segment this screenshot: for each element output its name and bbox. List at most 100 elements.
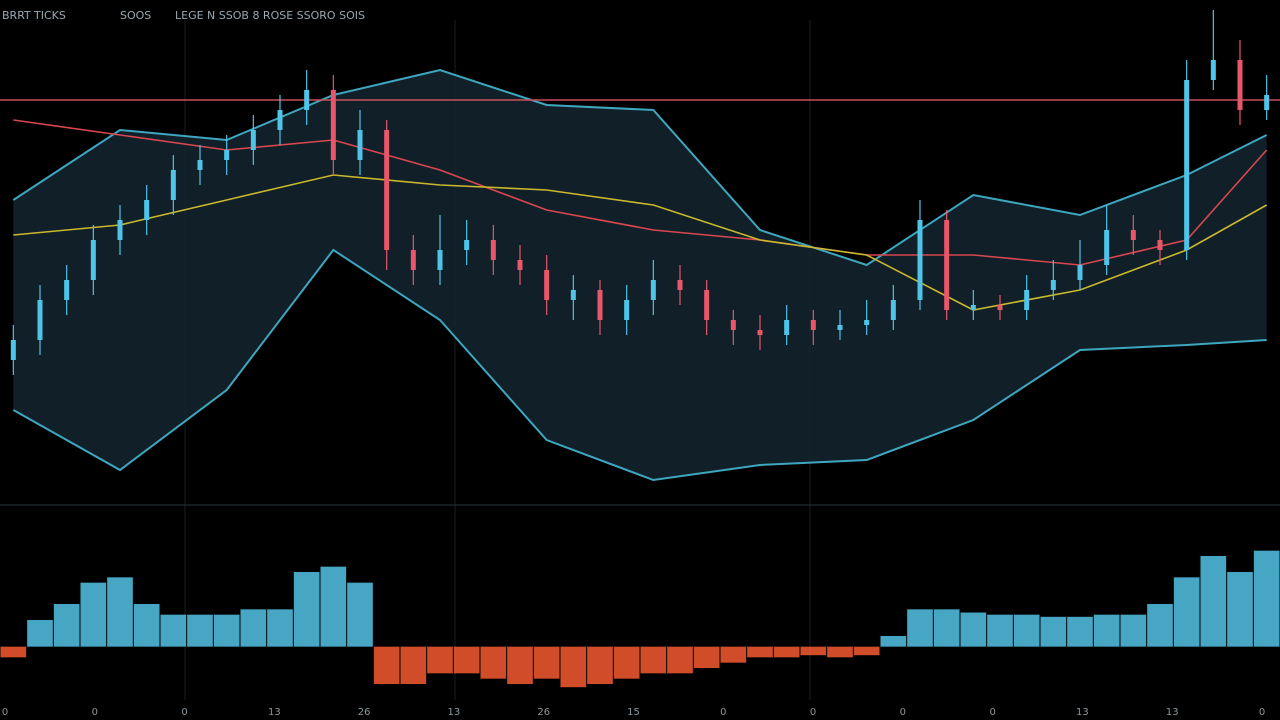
candle-body — [90, 240, 96, 280]
candle-body — [784, 320, 790, 335]
oscillator-panel — [0, 550, 1280, 688]
candle-body — [917, 220, 923, 300]
candle-body — [10, 340, 16, 360]
x-tick-label: 15 — [627, 707, 640, 718]
candle-body — [650, 280, 656, 300]
histogram-bar — [187, 614, 213, 647]
x-tick-label: 0 — [900, 707, 906, 718]
candle-body — [357, 130, 363, 160]
candle-body — [1077, 265, 1083, 280]
candle-body — [304, 90, 310, 110]
header-label: BRRT — [2, 9, 31, 22]
histogram-bar — [293, 572, 320, 647]
histogram-bar — [1147, 604, 1173, 647]
histogram-bar — [987, 614, 1013, 647]
histogram-bar — [1200, 556, 1227, 647]
histogram-bar — [533, 646, 560, 679]
candle-body — [864, 320, 870, 325]
histogram-bar — [1173, 577, 1200, 647]
histogram-bar — [267, 609, 293, 647]
candle-body — [464, 240, 470, 250]
x-tick-label: 13 — [1166, 707, 1179, 718]
histogram-bar — [773, 646, 800, 658]
histogram-bar — [933, 609, 960, 647]
candle-body — [890, 300, 896, 320]
x-tick-label: 0 — [181, 707, 187, 718]
candle-body — [64, 280, 70, 300]
header-label: SOOS — [120, 9, 151, 22]
x-tick-label: 26 — [358, 707, 371, 718]
price-panel — [0, 10, 1280, 482]
histogram-bar — [400, 646, 427, 684]
histogram-bar — [213, 614, 240, 647]
histogram-bar — [1093, 614, 1120, 647]
candle-body — [1104, 230, 1110, 265]
histogram-bar — [1120, 614, 1147, 647]
histogram-bar — [960, 612, 987, 647]
candle-body — [837, 325, 843, 330]
histogram-bar — [160, 614, 187, 647]
x-tick-label: 0 — [810, 707, 816, 718]
histogram-bar — [907, 609, 933, 647]
histogram-bar — [800, 646, 827, 656]
histogram-bar — [1227, 572, 1253, 647]
candle-body — [544, 270, 550, 300]
candle-body — [197, 160, 203, 170]
candle-body — [757, 330, 763, 335]
candle-body — [410, 250, 416, 270]
candle-body — [677, 280, 683, 290]
candle-body — [117, 220, 123, 240]
candle-body — [37, 300, 43, 340]
candle-body — [384, 130, 390, 250]
candle-body — [730, 320, 736, 330]
histogram-bar — [427, 646, 453, 674]
x-tick-label: 0 — [1259, 707, 1265, 718]
candle-body — [144, 200, 150, 220]
histogram-bar — [853, 646, 880, 656]
histogram-bar — [1013, 614, 1040, 647]
candle-body — [1024, 290, 1030, 310]
histogram-bar — [880, 636, 907, 647]
candle-body — [250, 130, 256, 150]
histogram-bar — [1253, 550, 1280, 647]
candle-body — [170, 170, 176, 200]
histogram-bar — [107, 577, 133, 647]
histogram-bar — [693, 646, 720, 668]
histogram-bar — [240, 609, 267, 647]
candle-body — [704, 290, 710, 320]
candle-body — [970, 305, 976, 310]
candle-body — [1050, 280, 1056, 290]
candle-body — [597, 290, 603, 320]
candle-body — [1130, 230, 1136, 240]
x-tick-label: 13 — [268, 707, 281, 718]
candle-body — [810, 320, 816, 330]
candle-body — [277, 110, 283, 130]
histogram-bar — [373, 646, 400, 684]
candle-body — [570, 290, 576, 300]
histogram-bar — [587, 646, 613, 684]
histogram-bar — [1040, 616, 1067, 647]
candle-body — [997, 305, 1003, 310]
histogram-bar — [320, 566, 347, 647]
candle-body — [224, 150, 230, 160]
candle-body — [624, 300, 630, 320]
x-tick-label: 0 — [989, 707, 995, 718]
histogram-bar — [80, 582, 107, 647]
histogram-bar — [720, 646, 747, 663]
histogram-bar — [27, 620, 53, 647]
histogram-bar — [453, 646, 480, 674]
x-axis: 0 0 0 13 26 13 26 15 0 0 0 0 13 13 0 — [2, 707, 1265, 718]
x-tick-label: 13 — [448, 707, 461, 718]
x-tick-label: 0 — [92, 707, 98, 718]
header-label: LEGE N SSOB 8 ROSE SSORO SOIS — [175, 9, 365, 22]
histogram-bar — [347, 582, 373, 647]
histogram-bar — [480, 646, 507, 679]
candle-body — [490, 240, 496, 260]
candle-body — [1157, 240, 1163, 250]
candle-body — [1237, 60, 1243, 110]
histogram-bar — [560, 646, 587, 688]
candle-body — [437, 250, 443, 270]
histogram-bar — [53, 604, 80, 647]
